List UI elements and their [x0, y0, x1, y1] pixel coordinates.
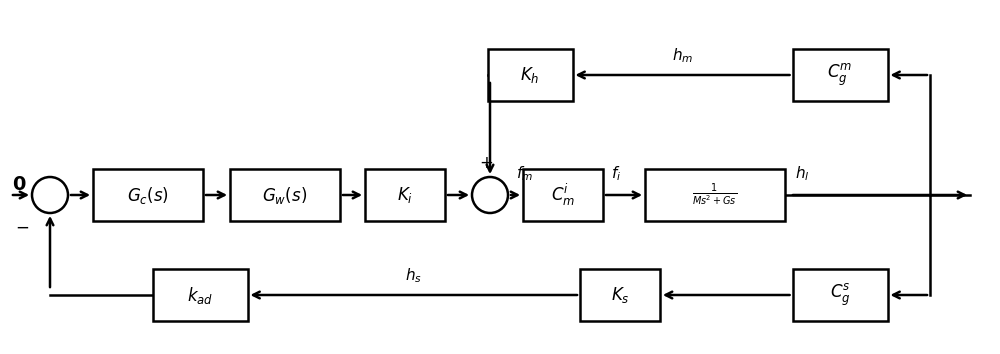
Bar — [488, 49, 572, 101]
Text: $C_g^s$: $C_g^s$ — [830, 282, 850, 308]
Text: $\boldsymbol{f_m}$: $\boldsymbol{f_m}$ — [516, 164, 533, 183]
Text: $\mathbf{0}$: $\mathbf{0}$ — [12, 176, 26, 194]
Text: $\boldsymbol{h_l}$: $\boldsymbol{h_l}$ — [795, 164, 810, 183]
Bar — [365, 169, 445, 221]
Text: $K_s$: $K_s$ — [611, 285, 629, 305]
Bar — [152, 269, 248, 321]
Bar — [230, 169, 340, 221]
Bar — [523, 169, 603, 221]
Bar — [93, 169, 203, 221]
Text: $C_g^m$: $C_g^m$ — [827, 62, 853, 88]
Bar — [792, 49, 888, 101]
Bar — [580, 269, 660, 321]
Text: $G_c(s)$: $G_c(s)$ — [127, 184, 169, 206]
Circle shape — [32, 177, 68, 213]
Text: $\boldsymbol{f_i}$: $\boldsymbol{f_i}$ — [611, 164, 621, 183]
Bar — [645, 169, 785, 221]
Text: $\boldsymbol{h_s}$: $\boldsymbol{h_s}$ — [405, 266, 422, 285]
Text: $k_{ad}$: $k_{ad}$ — [187, 285, 213, 306]
Text: $\boldsymbol{h_m}$: $\boldsymbol{h_m}$ — [672, 46, 693, 65]
Text: $C_m^i$: $C_m^i$ — [551, 182, 575, 208]
Text: $K_h$: $K_h$ — [520, 65, 540, 85]
Circle shape — [472, 177, 508, 213]
Text: $\frac{1}{Ms^2+Gs}$: $\frac{1}{Ms^2+Gs}$ — [692, 182, 738, 208]
Text: $-$: $-$ — [15, 218, 29, 236]
Bar — [792, 269, 888, 321]
Text: $K_i$: $K_i$ — [397, 185, 413, 205]
Text: $G_w(s)$: $G_w(s)$ — [262, 184, 308, 206]
Text: $+$: $+$ — [479, 154, 493, 172]
